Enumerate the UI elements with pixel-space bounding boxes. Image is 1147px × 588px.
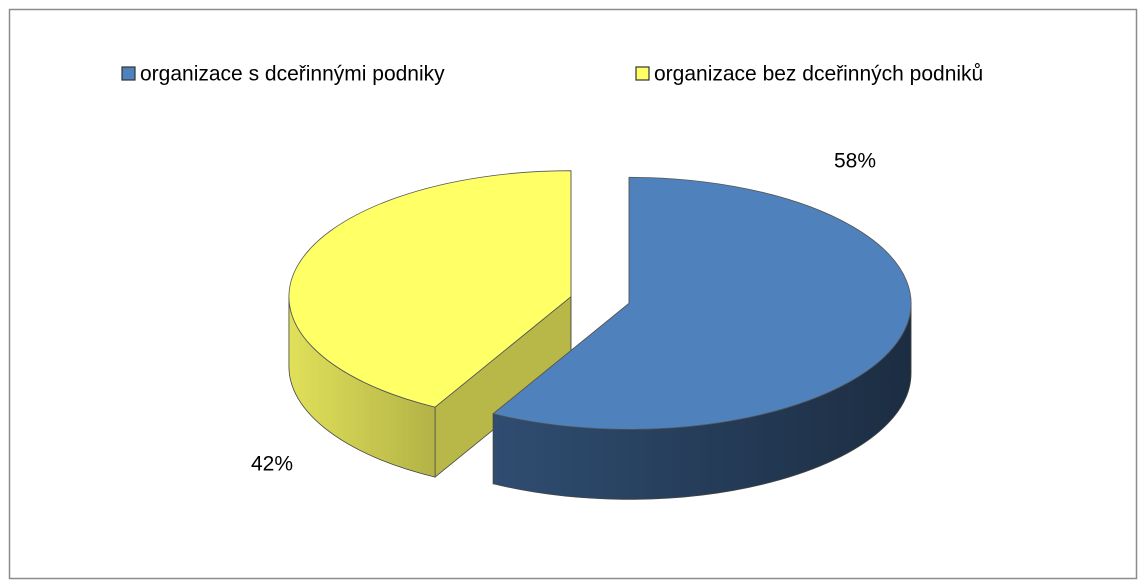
legend-label: organizace bez dceřinných podniků bbox=[654, 63, 983, 86]
pie-slice bbox=[288, 170, 572, 478]
data-label: 58% bbox=[834, 150, 876, 173]
slice-top bbox=[492, 176, 912, 430]
pie-slice bbox=[492, 176, 912, 500]
legend-label: organizace s dceřinnými podniky bbox=[140, 63, 445, 86]
legend-swatch bbox=[121, 66, 136, 81]
data-label: 42% bbox=[251, 453, 293, 476]
legend-swatch bbox=[635, 66, 650, 81]
slice-top bbox=[288, 170, 572, 408]
